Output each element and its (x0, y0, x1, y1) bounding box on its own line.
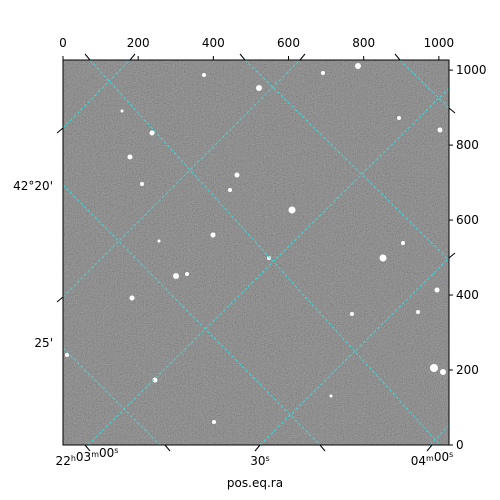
x-tick-label: 600 (277, 36, 300, 50)
y-tick-label: 600 (456, 213, 479, 227)
ra-tick-label: 22h03m00s (56, 446, 119, 468)
x-tick-label: 1000 (424, 36, 455, 50)
y-tick-label: 400 (456, 288, 479, 302)
x-tick-label: 400 (202, 36, 225, 50)
y-tick-label: 1000 (456, 63, 487, 77)
y-tick-label: 0 (456, 438, 464, 452)
x-tick-label: 0 (59, 36, 67, 50)
ra-tick-label: 30s (250, 454, 269, 468)
wcs-ticks (56, 53, 456, 452)
frame (62, 59, 450, 446)
x-axis-label: pos.eq.ra (227, 476, 283, 490)
y-tick-label: 800 (456, 138, 479, 152)
y-tick-label: 200 (456, 363, 479, 377)
dec-tick-label: 25' (34, 336, 53, 350)
x-tick-label: 200 (127, 36, 150, 50)
sky-image (63, 60, 449, 445)
x-tick-label: 800 (352, 36, 375, 50)
dec-tick-label: 42°20' (13, 179, 53, 193)
ra-tick-label: 04m00s (411, 450, 454, 468)
